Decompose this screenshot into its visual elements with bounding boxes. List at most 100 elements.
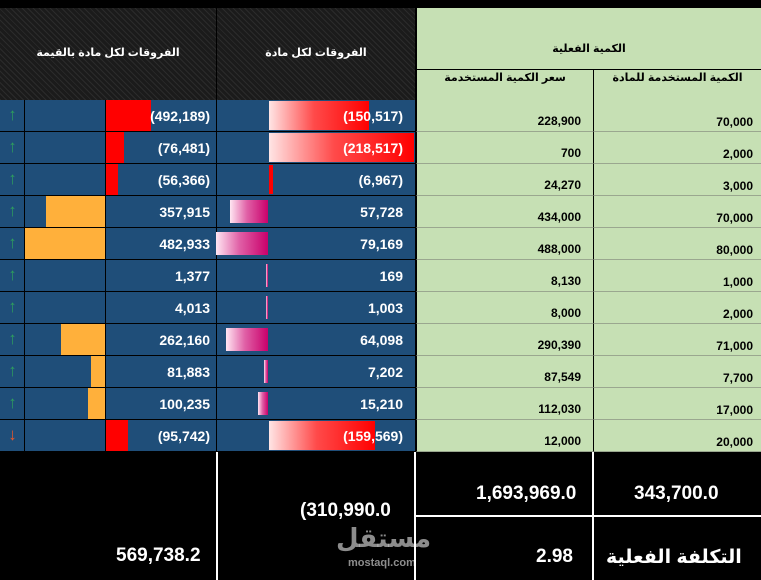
price-cell: 8,130 [416,260,593,292]
table-row: ↑ 262,160 64,098 290,390 71,000 [0,324,761,356]
table-row: ↑ (56,366) (6,967) 24,270 3,000 [0,164,761,196]
value-diff: 81,883 [167,364,210,380]
qty-diff-cell: 15,210 [217,388,416,420]
qty-diff: 57,728 [360,204,403,220]
price-used: 8,130 [550,274,581,288]
qty-bar [269,101,369,130]
arrow-cell: ↑ [0,260,25,292]
table-row: ↓ (95,742) (159,569) 12,000 20,000 [0,420,761,452]
qty-used: 2,000 [722,307,753,321]
divider [216,452,218,580]
divider [414,515,761,517]
header-diff-qty-label: الفروقات لكل مادة [265,47,367,59]
table-row: ↑ 357,915 57,728 434,000 70,000 [0,196,761,228]
value-diff: (492,189) [150,108,210,124]
qty-bar [230,200,268,223]
arrow-cell: ↑ [0,164,25,196]
arrow-cell: ↑ [0,356,25,388]
qty-cell: 70,000 [593,196,761,228]
qty-used: 2,000 [722,147,753,161]
price-used: 24,270 [544,178,581,192]
table-row: ↑ (76,481) (218,517) 700 2,000 [0,132,761,164]
qty-used: 17,000 [716,403,753,417]
qty-cell: 2,000 [593,132,761,164]
qty-diff: 15,210 [360,396,403,412]
price-used: 488,000 [537,242,581,256]
price-cell: 8,000 [416,292,593,324]
qty-diff: (159,569) [343,428,403,444]
value-bar-cell [25,388,106,420]
qty-diff: 1,003 [367,300,403,316]
value-diff-cell: (95,742) [106,420,217,452]
qty-diff-cell: (159,569) [217,420,416,452]
price-cell: 290,390 [416,324,593,356]
qty-diff-cell: 64,098 [217,324,416,356]
arrow-up-icon: ↑ [8,169,17,188]
qty-diff-cell: 169 [217,260,416,292]
arrow-cell: ↑ [0,324,25,356]
price-used: 8,000 [550,306,581,320]
value-diff-cell: 262,160 [106,324,217,356]
qty-diff-cell: (218,517) [217,132,416,164]
value-bar-cell [25,292,106,324]
qty-diff-cell: 57,728 [217,196,416,228]
qty-cell: 3,000 [593,164,761,196]
value-diff: (56,366) [157,172,210,188]
qty-diff: (6,967) [358,172,403,188]
avg-price: 2.98 [536,546,573,567]
qty-diff: 7,202 [367,364,403,380]
watermark-latin: mostaql.com [348,557,416,569]
value-bar-cell [25,260,106,292]
qty-diff: 169 [379,268,403,284]
qty-cell: 1,000 [593,260,761,292]
price-cell: 12,000 [416,420,593,452]
header-diff-value-label: الفروقات لكل مادة بالقيمة [36,47,180,59]
arrow-cell: ↑ [0,228,25,260]
qty-bar [269,165,273,194]
price-used: 87,549 [544,370,581,384]
value-diff-cell: 100,235 [106,388,217,420]
price-used: 12,000 [544,434,581,448]
value-bar [106,164,118,195]
value-bar-cell [25,356,106,388]
value-bar [88,388,105,419]
price-used: 700 [560,146,581,160]
qty-used: 71,000 [716,339,753,353]
price-used: 112,030 [538,402,581,416]
table-row: ↑ 100,235 15,210 112,030 17,000 [0,388,761,420]
qty-cell: 71,000 [593,324,761,356]
arrow-up-icon: ↑ [8,105,17,124]
arrow-up-icon: ↑ [8,297,17,316]
value-diff-cell: 357,915 [106,196,217,228]
watermark-arabic: مستقل [336,523,432,553]
qty-diff-cell: 1,003 [217,292,416,324]
value-diff: 357,915 [159,204,210,220]
qty-diff-total: (310,990.0 [300,500,391,521]
value-diff-cell: (492,189) [106,100,217,132]
header-actual-qty-label: الكمية الفعلية [552,43,626,55]
table-row: ↑ 4,013 1,003 8,000 2,000 [0,292,761,324]
arrow-cell: ↓ [0,420,25,452]
value-bar [91,356,105,387]
qty-cell: 80,000 [593,228,761,260]
qty-used: 80,000 [716,243,753,257]
qty-bar [226,328,268,351]
table-row: ↑ 81,883 7,202 87,549 7,700 [0,356,761,388]
table-row: ↑ 1,377 169 8,130 1,000 [0,260,761,292]
qty-bar [269,133,414,162]
qty-bar [216,232,268,255]
price-cell: 112,030 [416,388,593,420]
qty-cell: 7,700 [593,356,761,388]
table-row: ↑ (492,189) (150,517) 228,900 70,000 [0,100,761,132]
value-diff-cell: 482,933 [106,228,217,260]
value-diff: (76,481) [157,140,210,156]
value-diff: 262,160 [159,332,210,348]
qty-cell: 2,000 [593,292,761,324]
value-bar [106,132,124,163]
value-bar [25,228,105,259]
arrow-cell: ↑ [0,292,25,324]
qty-used: 3,000 [722,179,753,193]
arrow-up-icon: ↑ [8,361,17,380]
qty-used: 70,000 [716,115,753,129]
qty-diff-cell: (6,967) [217,164,416,196]
